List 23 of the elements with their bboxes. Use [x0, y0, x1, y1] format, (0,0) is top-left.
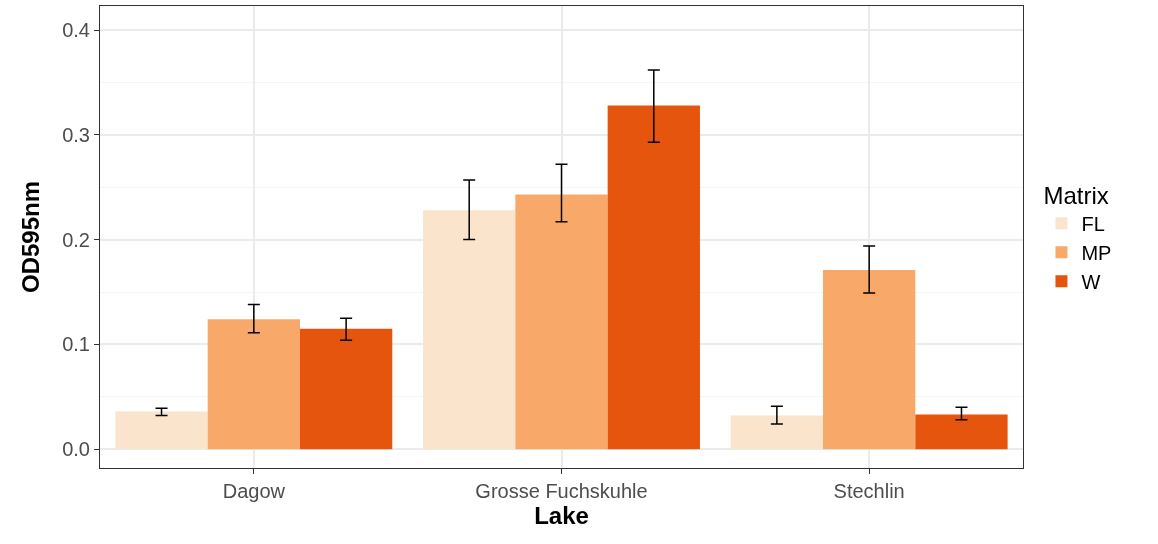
bar [915, 414, 1008, 450]
x-tick-label: Stechlin [833, 480, 905, 502]
legend-label: W [1081, 271, 1101, 293]
x-axis-title: Lake [534, 502, 589, 529]
y-axis-title: OD595nm [17, 180, 45, 294]
legend-label: FL [1081, 213, 1105, 235]
legend-label: MP [1081, 242, 1112, 264]
y-tick-label: 0.4 [62, 19, 90, 42]
bar [207, 319, 300, 450]
y-tick-label: 0.1 [62, 333, 90, 356]
x-tick-label: Dagow [222, 480, 286, 502]
bar [515, 194, 608, 450]
y-tick-label: 0.3 [62, 123, 90, 146]
bar [823, 270, 916, 450]
x-tick-label: Grosse Fuchskuhle [475, 480, 648, 502]
y-tick-label: 0.0 [62, 438, 90, 461]
bar [423, 210, 516, 450]
y-tick-label: 0.2 [62, 228, 90, 251]
legend-title: Matrix [1043, 181, 1109, 209]
bar [607, 105, 700, 450]
bar [730, 415, 824, 450]
bar [115, 411, 208, 450]
bar [299, 328, 393, 450]
